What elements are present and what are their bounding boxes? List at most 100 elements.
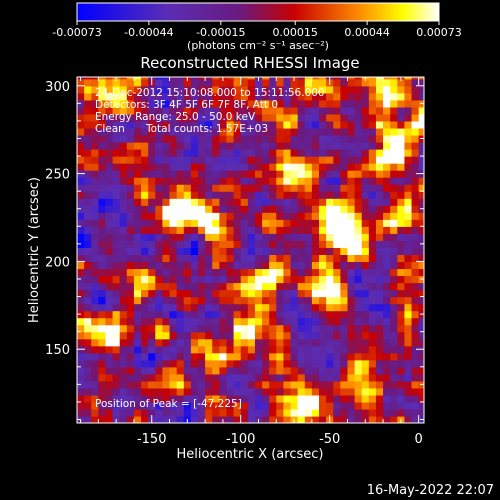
heatmap-cell	[148, 310, 156, 319]
heatmap-cell	[361, 275, 370, 284]
heatmap-cell	[148, 394, 156, 403]
heatmap-cell	[383, 289, 391, 298]
heatmap-cell	[361, 317, 370, 326]
heatmap-cell	[297, 352, 306, 361]
heatmap-cell	[276, 408, 285, 417]
heatmap-cell	[169, 331, 178, 340]
heatmap-cell	[126, 212, 135, 220]
heatmap-cell	[212, 401, 220, 410]
heatmap-cell	[84, 170, 92, 178]
heatmap-cell	[155, 78, 164, 87]
heatmap-cell	[247, 99, 256, 108]
heatmap-cell	[354, 99, 363, 108]
heatmap-cell	[276, 191, 285, 199]
heatmap-cell	[141, 289, 149, 298]
heatmap-cell	[91, 163, 99, 171]
heatmap-cell	[390, 127, 398, 136]
heatmap-cell	[297, 345, 306, 354]
heatmap-cell	[404, 359, 413, 368]
heatmap-cell	[141, 401, 149, 410]
heatmap-cell	[311, 170, 320, 178]
heatmap-cell	[212, 141, 220, 150]
heatmap-cell	[304, 120, 313, 129]
heatmap-cell	[126, 380, 135, 389]
heatmap-cell	[269, 310, 277, 319]
heatmap-cell	[84, 275, 92, 284]
heatmap-cell	[326, 219, 334, 227]
heatmap-cell	[183, 184, 192, 192]
heatmap-cell	[126, 198, 135, 206]
heatmap-cell	[333, 254, 341, 263]
heatmap-cell	[397, 156, 406, 164]
heatmap-cell	[155, 317, 164, 326]
heatmap-cell	[283, 268, 292, 277]
heatmap-cell	[77, 149, 85, 157]
heatmap-cell	[247, 331, 256, 340]
heatmap-cell	[233, 387, 242, 396]
heatmap-cell	[418, 268, 424, 277]
heatmap-cell	[297, 296, 306, 305]
heatmap-cell	[119, 338, 128, 347]
heatmap-cell	[219, 289, 228, 298]
heatmap-cell	[105, 254, 114, 263]
heatmap-cell	[404, 345, 413, 354]
heatmap-cell	[141, 324, 149, 333]
heatmap-cell	[155, 415, 164, 423]
heatmap-cell	[347, 205, 356, 213]
heatmap-cell	[254, 275, 263, 284]
heatmap-cell	[254, 120, 263, 129]
heatmap-cell	[368, 141, 377, 150]
heatmap-cell	[304, 359, 313, 368]
heatmap-cell	[176, 106, 185, 115]
heatmap-cell	[77, 156, 85, 164]
heatmap-cell	[283, 380, 292, 389]
heatmap-cell	[77, 289, 85, 298]
heatmap-cell	[404, 106, 413, 115]
heatmap-cell	[98, 170, 107, 178]
heatmap-cell	[198, 92, 206, 101]
heatmap-cell	[98, 268, 107, 277]
heatmap-cell	[262, 163, 270, 171]
heatmap-cell	[383, 394, 391, 403]
heatmap-cell	[397, 212, 406, 220]
heatmap-cell	[411, 226, 420, 234]
heatmap-cell	[262, 254, 270, 263]
heatmap-cell	[368, 324, 377, 333]
heatmap-cell	[212, 99, 220, 108]
heatmap-cell	[411, 92, 420, 101]
heatmap-cell	[283, 317, 292, 326]
heatmap-cell	[333, 268, 341, 277]
y-tick-label: 200	[45, 255, 70, 270]
heatmap-cell	[98, 317, 107, 326]
heatmap-cell	[155, 99, 164, 108]
heatmap-cell	[148, 345, 156, 354]
heatmap-cell	[148, 233, 156, 241]
heatmap-cell	[361, 394, 370, 403]
heatmap-cell	[347, 233, 356, 241]
heatmap-cell	[219, 366, 228, 375]
heatmap-cell	[290, 163, 299, 171]
heatmap-cell	[119, 310, 128, 319]
heatmap-cell	[98, 394, 107, 403]
heatmap-cell	[340, 177, 349, 185]
heatmap-cell	[254, 282, 263, 291]
heatmap-cell	[411, 254, 420, 263]
heatmap-cell	[311, 163, 320, 171]
heatmap-cell	[297, 247, 306, 255]
heatmap-cell	[169, 408, 178, 417]
annotation-time-range: 24-Dec-2012 15:10:08.000 to 15:11:56.000	[95, 87, 325, 99]
heatmap-cell	[333, 85, 341, 94]
heatmap-cell	[340, 345, 349, 354]
heatmap-cell	[162, 254, 171, 263]
heatmap-cell	[247, 317, 256, 326]
heatmap-cell	[326, 226, 334, 234]
heatmap-cell	[155, 338, 164, 347]
heatmap-cell	[190, 331, 199, 340]
heatmap-cell	[269, 401, 277, 410]
heatmap-cell	[333, 408, 341, 417]
heatmap-cell	[368, 163, 377, 171]
heatmap-cell	[283, 106, 292, 115]
heatmap-cell	[297, 282, 306, 291]
heatmap-cell	[254, 177, 263, 185]
heatmap-cell	[319, 331, 327, 340]
